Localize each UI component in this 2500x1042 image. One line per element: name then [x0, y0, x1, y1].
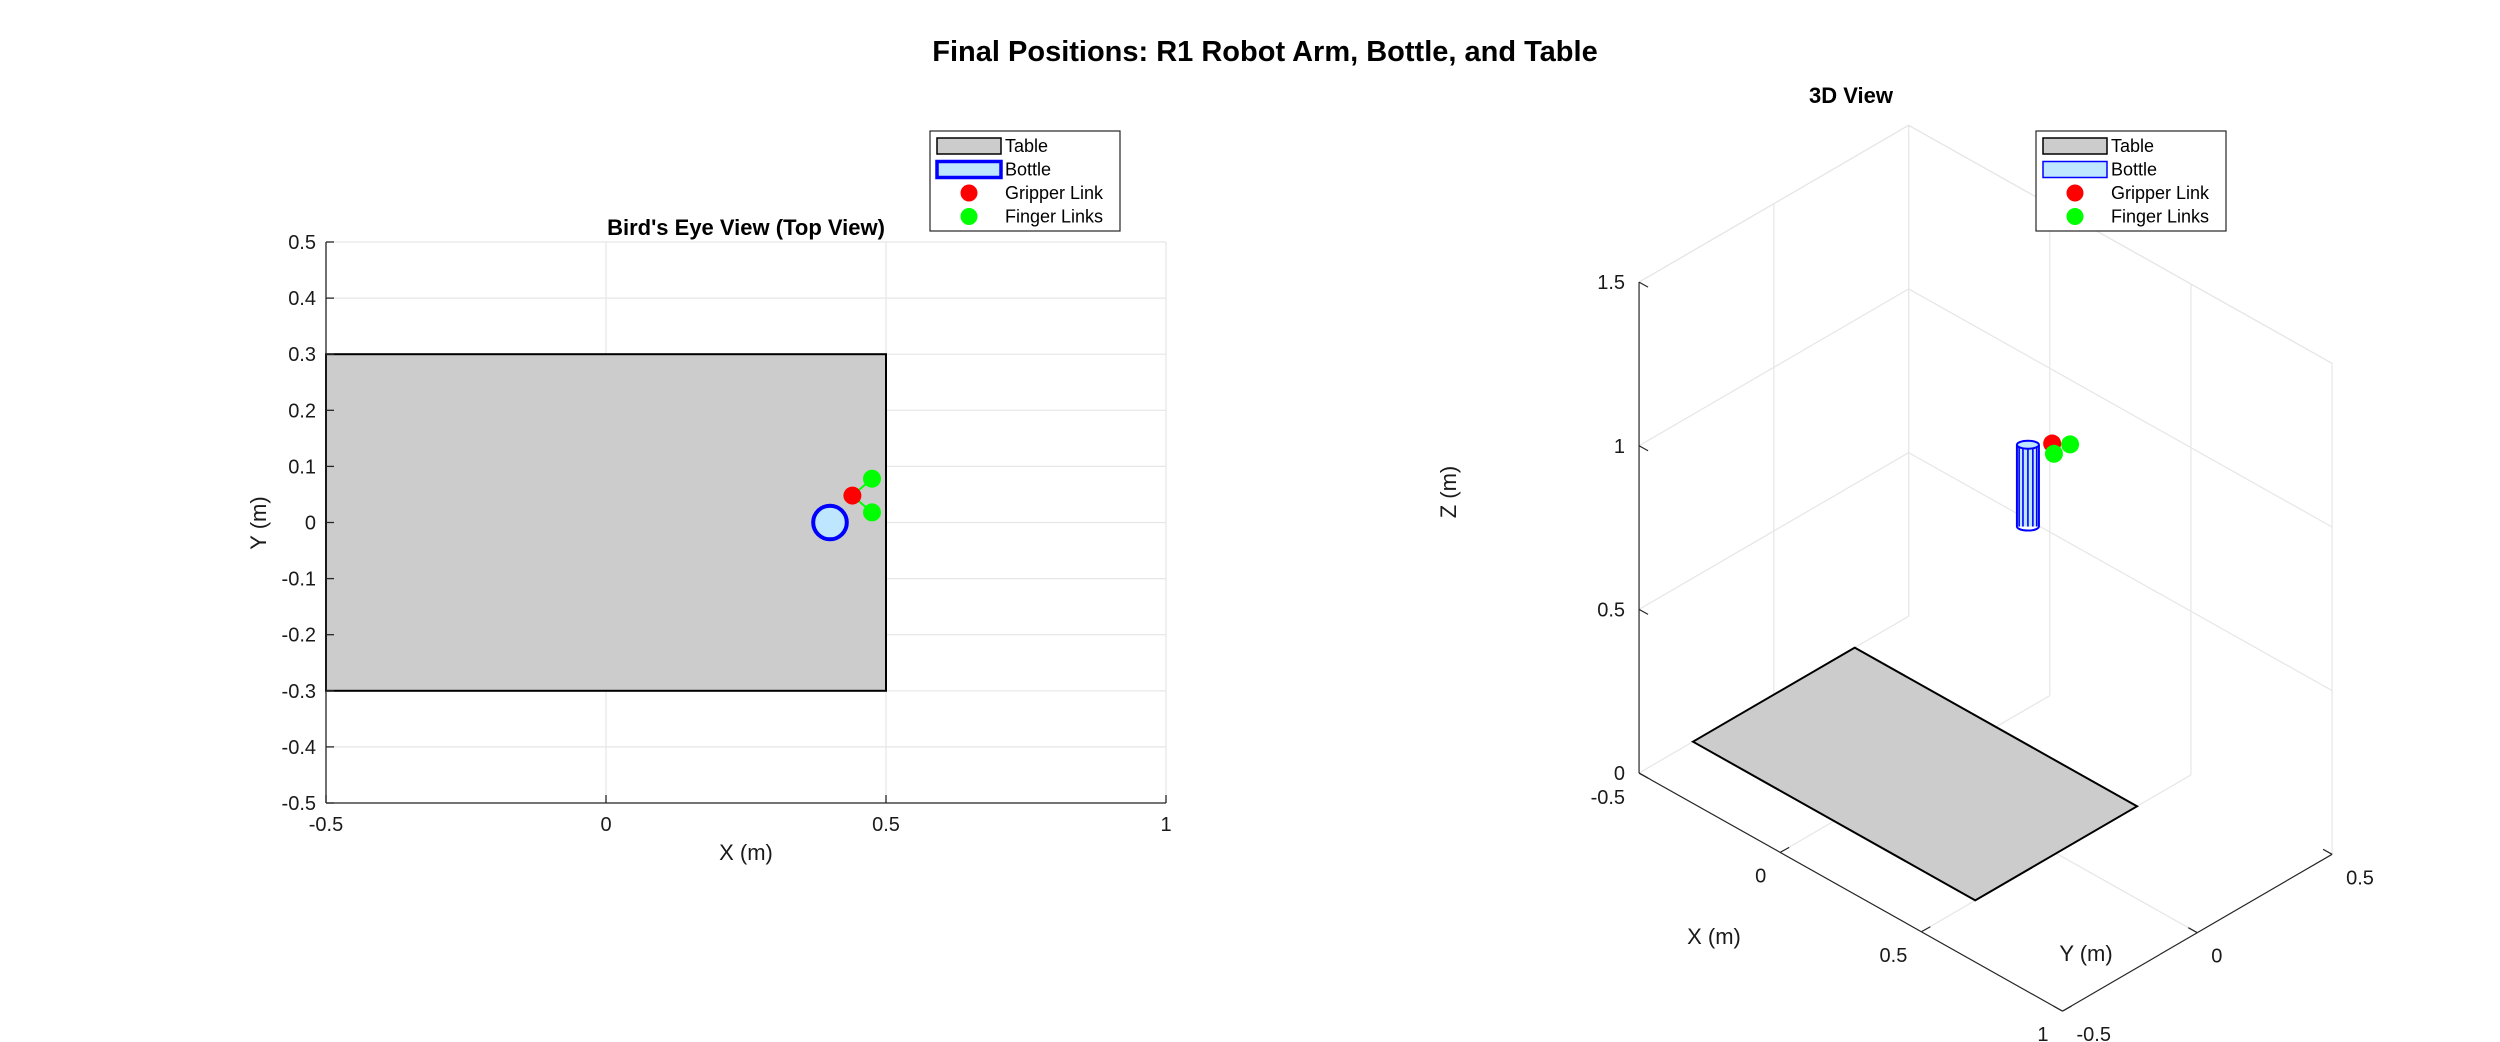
finger-link-point — [863, 469, 881, 488]
x-tick-mark — [1921, 926, 1931, 933]
figure-title: Final Positions: R1 Robot Arm, Bottle, a… — [932, 36, 1597, 68]
3d-view-marks — [1690, 434, 2140, 902]
x-tick-label: -0.5 — [1591, 787, 1625, 809]
3d-view-plot: 00.511.5-0.500.51 -0.500.5 3D View X (m) … — [1436, 83, 2374, 1042]
legend-label-finger-links: Finger Links — [1005, 207, 1103, 227]
z-tick-label: 1 — [1614, 436, 1625, 458]
3d-view-legend: Table Bottle Gripper Link Finger Links — [2035, 130, 2227, 232]
legend-label-gripper-link: Gripper Link — [2111, 183, 2210, 203]
z-tick-label: 1.5 — [1597, 272, 1625, 294]
y-tick-label: 0 — [2211, 946, 2222, 968]
y-tick-label: 0.5 — [288, 232, 316, 254]
bottle-bottom — [2015, 526, 2040, 532]
legend-swatch-gripper-link — [960, 184, 978, 202]
top-view-title: Bird's Eye View (Top View) — [607, 215, 885, 240]
y-tick-label: -0.3 — [282, 681, 316, 703]
y-tick-label: 0.4 — [288, 288, 316, 310]
legend-label-bottle: Bottle — [1005, 160, 1051, 180]
z-tick-mark — [1638, 445, 1649, 452]
y-tick-label: -0.4 — [282, 737, 316, 759]
y-tick-label: -0.5 — [2077, 1024, 2111, 1042]
gripper-link-point — [843, 486, 862, 505]
legend-label-finger-links: Finger Links — [2111, 207, 2209, 227]
x-tick-mark — [1779, 846, 1790, 853]
top-view-plot: -0.5 0 0.5 1 -0.5 -0.4 -0.3 -0.2 -0.1 0 0.1 0.2 0.3 0… — [246, 130, 1172, 865]
bottle-circle — [811, 503, 849, 542]
back-edge-top-x — [1638, 124, 1909, 283]
x-tick-label: 0.5 — [1880, 945, 1908, 967]
x-tick-label: -0.5 — [309, 814, 343, 836]
x-tick-label: 0 — [600, 814, 611, 836]
legend-label-bottle: Bottle — [2111, 160, 2157, 180]
top-view-marks — [325, 353, 887, 692]
bottle-top — [2015, 439, 2040, 450]
y-tick-mark — [2322, 848, 2333, 855]
z-tick-label: 0 — [1614, 763, 1625, 785]
x-tick-label: 1 — [1160, 814, 1171, 836]
y-tick-label: 0.5 — [2346, 867, 2374, 889]
legend-label-gripper-link: Gripper Link — [1005, 183, 1104, 203]
x-tick-label: 1 — [2037, 1024, 2048, 1042]
y-tick-label: -0.2 — [282, 625, 316, 647]
3d-view-zlabel: Z (m) — [1436, 466, 1461, 519]
z-tick-label: 0.5 — [1597, 599, 1625, 621]
finger-link-point — [2044, 444, 2063, 463]
legend-swatch-finger-links — [2066, 208, 2084, 225]
y-tick-label: 0.3 — [288, 344, 316, 366]
3d-view-ticks: 00.511.5-0.500.51 -0.500.5 — [1591, 272, 2374, 1042]
top-view-xlabel: X (m) — [719, 840, 773, 865]
legend-swatch-gripper-link — [2066, 184, 2084, 202]
legend-label-table: Table — [2111, 136, 2154, 156]
x-tick-label: 0.5 — [872, 814, 900, 836]
y-tick-mark — [2188, 927, 2198, 934]
finger-link-point — [2061, 435, 2080, 454]
z-tick-mark — [1638, 281, 1649, 288]
z-tick-mark — [1638, 608, 1649, 615]
legend-swatch-bottle — [2042, 160, 2108, 179]
table-rect — [325, 353, 887, 692]
y-tick-label: -0.5 — [282, 793, 316, 815]
back-edge-top-y — [1908, 124, 2333, 364]
3d-view-grid — [1638, 124, 2333, 934]
x-axis-line — [1638, 772, 2063, 1012]
y-tick-label: 0 — [305, 513, 316, 535]
x-tick-mark — [2062, 1005, 2072, 1012]
legend-swatch-table — [2042, 137, 2108, 155]
legend-label-table: Table — [1005, 136, 1048, 156]
y-tick-label: 0.2 — [288, 400, 316, 422]
wall-y-gridline-z — [1908, 452, 2333, 692]
legend-swatch-table — [936, 137, 1002, 155]
y-tick-mark — [2053, 1005, 2063, 1012]
y-tick-label: 0.1 — [288, 456, 316, 478]
top-view-legend: Table Bottle Gripper Link Finger Links — [929, 130, 1121, 232]
finger-link-point — [863, 503, 881, 522]
z-tick-mark — [1638, 772, 1649, 779]
3d-view-xlabel: X (m) — [1687, 924, 1741, 949]
table-surface — [1690, 646, 2140, 902]
top-view-ylabel: Y (m) — [246, 496, 271, 549]
legend-swatch-finger-links — [960, 208, 978, 225]
3d-view-ylabel: Y (m) — [2059, 941, 2112, 966]
legend-swatch-bottle — [935, 159, 1003, 180]
x-tick-label: 0 — [1755, 865, 1766, 887]
3d-view-title: 3D View — [1809, 83, 1894, 108]
y-tick-label: -0.1 — [282, 569, 316, 591]
top-view-axes: -0.5 0 0.5 1 -0.5 -0.4 -0.3 -0.2 -0.1 0 0.1 0.2 0.3 0… — [282, 232, 1172, 836]
wall-y-gridline-z — [1908, 288, 2333, 528]
